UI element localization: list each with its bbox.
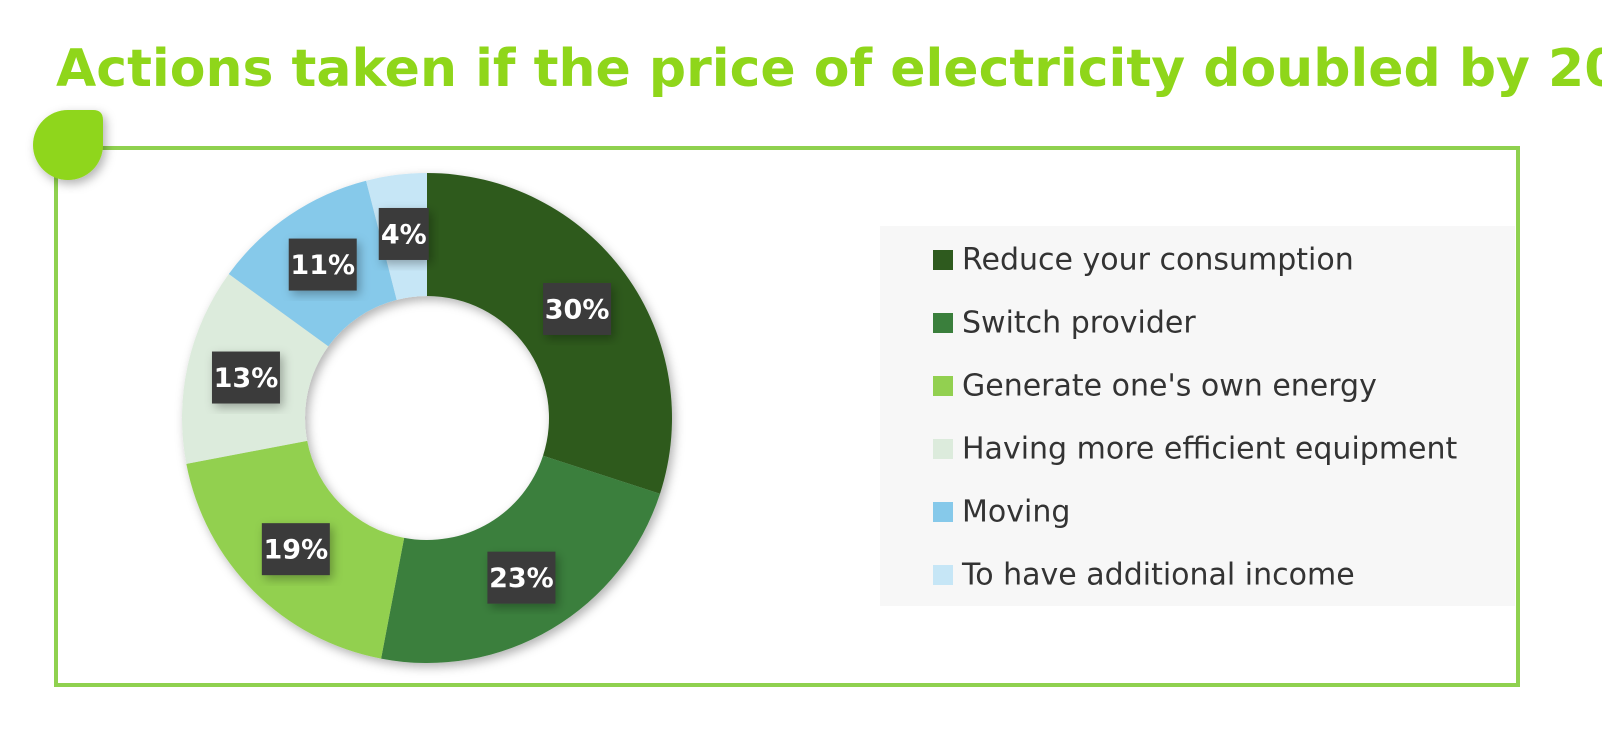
legend-label: Switch provider <box>962 306 1196 341</box>
data-label: 19% <box>264 535 329 566</box>
legend-swatch <box>933 439 953 459</box>
legend-swatch <box>933 502 953 522</box>
legend-swatch <box>933 313 953 333</box>
data-label: 30% <box>545 294 610 325</box>
legend-label: Having more efficient equipment <box>962 432 1458 467</box>
corner-badge <box>33 110 103 180</box>
data-label-box <box>261 523 330 576</box>
data-label-box <box>378 207 429 260</box>
frame <box>54 146 1520 687</box>
chart-title: Actions taken if the price of electricit… <box>56 39 1602 99</box>
data-label: 23% <box>489 563 554 594</box>
data-label: 13% <box>214 363 279 394</box>
data-label-box <box>211 351 280 404</box>
legend-swatch <box>933 250 953 270</box>
legend-swatch <box>933 565 953 585</box>
data-label: 4% <box>381 219 427 250</box>
legend-swatch <box>933 376 953 396</box>
data-label-box <box>288 238 357 291</box>
data-label-box <box>487 551 556 604</box>
legend-box <box>880 226 1515 606</box>
data-label-box <box>543 282 612 335</box>
legend-label: Generate one's own energy <box>962 369 1377 404</box>
legend-label: Reduce your consumption <box>962 243 1354 278</box>
legend-label: Moving <box>962 495 1070 530</box>
legend-label: To have additional income <box>961 558 1355 593</box>
data-label: 11% <box>290 250 355 281</box>
